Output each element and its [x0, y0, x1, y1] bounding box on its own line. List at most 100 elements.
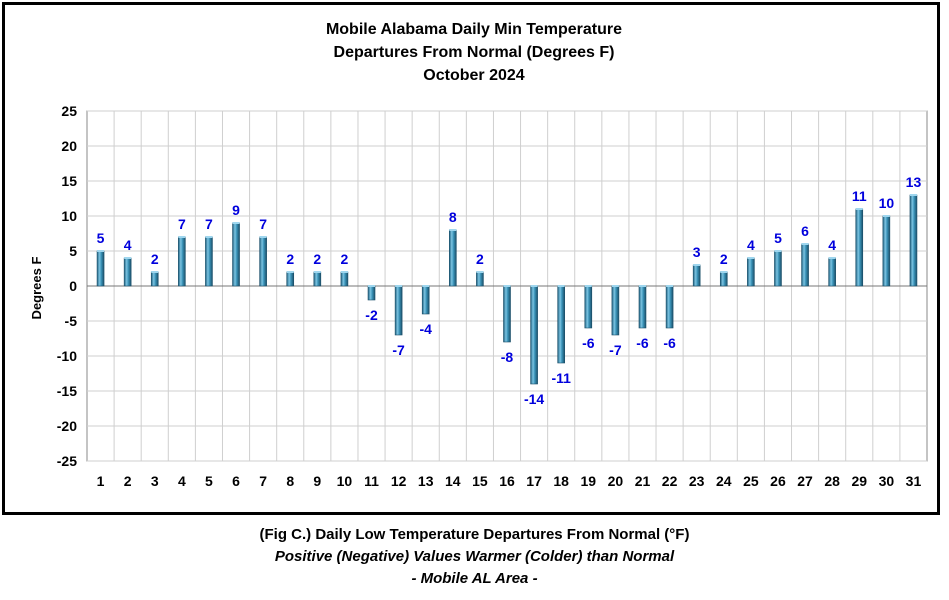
- x-tick-label: 31: [906, 473, 922, 489]
- bar: [611, 285, 620, 336]
- y-tick-label: -20: [57, 418, 77, 434]
- x-tick-label: 27: [797, 473, 813, 489]
- bar: [584, 285, 593, 329]
- bar: [394, 285, 403, 336]
- bar-cap: [747, 257, 755, 259]
- bar-cap: [286, 271, 294, 273]
- data-label: 7: [259, 216, 267, 232]
- y-tick-label: -15: [57, 383, 77, 399]
- y-tick-label: -25: [57, 453, 77, 469]
- bar: [313, 271, 322, 287]
- x-tick-label: 21: [635, 473, 651, 489]
- x-tick-label: 16: [499, 473, 515, 489]
- bar-cap: [124, 257, 132, 259]
- chart-title-line-3: October 2024: [423, 67, 524, 84]
- x-tick-label: 2: [124, 473, 132, 489]
- x-tick-label: 14: [445, 473, 461, 489]
- bar-cap: [151, 271, 159, 273]
- data-label: 2: [313, 251, 321, 267]
- bar: [774, 250, 782, 287]
- y-tick-label: -5: [65, 313, 78, 329]
- bar: [150, 271, 159, 287]
- data-label: -6: [636, 335, 649, 351]
- bar: [719, 271, 728, 287]
- bar-cap: [693, 264, 701, 266]
- x-tick-label: 8: [286, 473, 294, 489]
- plot-area: 2520151050-5-10-15-20-255142237475967728…: [57, 103, 928, 489]
- y-tick-label: 0: [69, 278, 77, 294]
- data-label: 8: [449, 209, 457, 225]
- data-label: 2: [341, 251, 349, 267]
- bar: [259, 236, 267, 287]
- bar: [205, 236, 213, 287]
- x-tick-label: 3: [151, 473, 159, 489]
- x-tick-label: 1: [97, 473, 105, 489]
- bar-cap: [503, 285, 511, 287]
- data-label: 13: [906, 174, 922, 190]
- data-label: 4: [747, 237, 755, 253]
- data-label: 2: [476, 251, 484, 267]
- bar: [801, 243, 809, 287]
- bar: [909, 194, 918, 287]
- data-label: -4: [419, 321, 432, 337]
- x-tick-label: 24: [716, 473, 732, 489]
- data-label: 2: [151, 251, 159, 267]
- data-label: 3: [693, 244, 701, 260]
- data-label: -8: [501, 349, 514, 365]
- bar-cap: [909, 194, 917, 196]
- bar-cap: [530, 285, 538, 287]
- data-label: 5: [774, 230, 782, 246]
- y-tick-label: -10: [57, 348, 77, 364]
- bar-cap: [611, 285, 619, 287]
- data-label: -2: [365, 307, 378, 323]
- bar-cap: [828, 257, 836, 259]
- bar-cap: [449, 229, 457, 231]
- bar: [692, 264, 701, 287]
- x-tick-label: 22: [662, 473, 678, 489]
- bar: [503, 285, 511, 343]
- data-label: 2: [720, 251, 728, 267]
- bar: [367, 285, 376, 301]
- bar-cap: [422, 285, 430, 287]
- x-tick-label: 30: [879, 473, 895, 489]
- bar-cap: [666, 285, 674, 287]
- y-tick-label: 5: [69, 243, 77, 259]
- bar-cap: [368, 285, 376, 287]
- bar-cap: [97, 250, 105, 252]
- bar: [123, 257, 132, 287]
- data-label: -7: [609, 342, 622, 358]
- bar-cap: [557, 285, 565, 287]
- x-tick-label: 15: [472, 473, 488, 489]
- data-label: 11: [852, 188, 867, 204]
- temperature-departure-chart: Mobile Alabama Daily Min Temperature Dep…: [29, 21, 928, 489]
- bar-cap: [178, 236, 186, 238]
- bar: [476, 271, 484, 287]
- bar-cap: [313, 271, 321, 273]
- x-tick-label: 18: [553, 473, 569, 489]
- bar: [855, 208, 864, 287]
- bar-cap: [340, 271, 348, 273]
- bar-cap: [855, 208, 863, 210]
- data-label: -6: [663, 335, 676, 351]
- bar: [340, 271, 349, 287]
- x-tick-label: 9: [313, 473, 321, 489]
- bar: [530, 285, 538, 385]
- x-tick-label: 13: [418, 473, 434, 489]
- x-tick-label: 7: [259, 473, 267, 489]
- bar: [828, 257, 836, 287]
- y-tick-label: 15: [61, 173, 77, 189]
- x-tick-label: 17: [526, 473, 542, 489]
- caption-line-2: Positive (Negative) Values Warmer (Colde…: [274, 548, 675, 565]
- bar: [96, 250, 105, 287]
- x-tick-label: 28: [824, 473, 840, 489]
- data-label: 9: [232, 202, 240, 218]
- bar-cap: [638, 285, 646, 287]
- bar: [638, 285, 647, 329]
- x-tick-label: 4: [178, 473, 186, 489]
- caption-line-1: (Fig C.) Daily Low Temperature Departure…: [259, 526, 690, 543]
- y-tick-label: 25: [61, 103, 77, 119]
- y-tick-label: 20: [61, 138, 77, 154]
- bar: [178, 236, 186, 287]
- bar: [449, 229, 457, 287]
- data-label: 5: [97, 230, 105, 246]
